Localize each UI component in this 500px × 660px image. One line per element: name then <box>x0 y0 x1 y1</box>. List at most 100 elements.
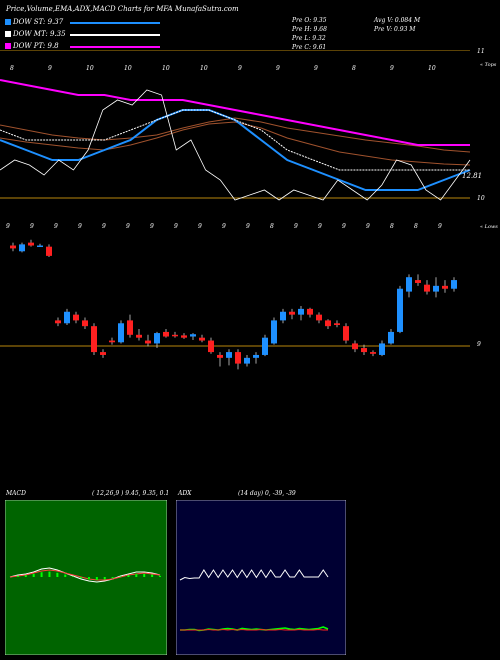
top-mark: 10 <box>86 65 94 72</box>
candle-body <box>208 340 214 353</box>
top-mark: 10 <box>162 65 170 72</box>
candle-body <box>136 334 142 338</box>
low-mark: 8 <box>390 223 394 230</box>
candle-body <box>118 323 124 343</box>
low-mark: 9 <box>6 223 10 230</box>
candle-body <box>73 314 79 321</box>
candle-body <box>361 348 367 353</box>
candle-body <box>316 314 322 321</box>
candle-body <box>190 334 196 337</box>
candle-body <box>424 284 430 292</box>
top-mark: 10 <box>428 65 436 72</box>
candle-body <box>163 331 169 337</box>
low-mark: 9 <box>174 223 178 230</box>
ema-brown-line <box>0 117 471 153</box>
candle-body <box>433 285 439 292</box>
candle-body <box>91 326 97 353</box>
legend-line <box>70 22 160 24</box>
prev-volume-stat: Pre V: 0.93 M <box>374 26 416 33</box>
macd-panel <box>5 500 167 655</box>
candle-body <box>352 343 358 350</box>
candle-body <box>325 320 331 327</box>
candle-body <box>46 246 52 256</box>
adx-line <box>180 628 328 631</box>
macd-params: ( 12,26,9 ) 9.45, 9.35, 0.1 <box>92 490 170 497</box>
macd-background <box>5 500 167 655</box>
macd-line <box>9 567 161 583</box>
candle-body <box>199 337 205 341</box>
macd-title: MACD <box>6 490 26 497</box>
low-mark: 9 <box>366 223 370 230</box>
ema-line-dow-mt <box>0 109 470 171</box>
lows-label: « Lows <box>480 224 498 230</box>
top-mark: 8 <box>352 65 356 72</box>
prev-close-stat: Pre C: 9.61 <box>292 44 327 51</box>
ema-brown-line <box>0 121 471 166</box>
candle-body <box>37 245 43 248</box>
candle-body <box>100 352 106 355</box>
candle-body <box>415 280 421 283</box>
adx-params: (14 day) 0, -39, -39 <box>238 490 296 497</box>
top-mark: 9 <box>314 65 318 72</box>
top-mark: 9 <box>238 65 242 72</box>
candle-body <box>334 323 340 326</box>
low-mark: 8 <box>414 223 418 230</box>
ema-line-dow-pt <box>0 79 470 146</box>
candle-body <box>451 280 457 289</box>
chart-title: Price,Volume,EMA,ADX,MACD Charts for MFA… <box>6 5 239 13</box>
avg-volume-stat: Avg V: 0.084 M <box>374 17 421 24</box>
candle-body <box>172 334 178 337</box>
candle-body <box>28 242 34 246</box>
candle-body <box>154 333 160 344</box>
candle-axis-label: 9 <box>477 341 481 348</box>
candle-body <box>226 352 232 358</box>
candle-body <box>388 331 394 344</box>
top-mark: 9 <box>276 65 280 72</box>
legend-label: DOW PT: 9.8 <box>13 42 59 50</box>
adx-background <box>176 500 346 655</box>
low-mark: 9 <box>102 223 106 230</box>
candle-body <box>244 357 250 364</box>
candle-body <box>397 288 403 332</box>
candle-body <box>343 326 349 341</box>
legend-label: DOW MT: 9.35 <box>13 30 66 38</box>
legend-label: DOW ST: 9.37 <box>13 18 64 26</box>
candle-body <box>379 343 385 355</box>
low-mark: 9 <box>198 223 202 230</box>
tops-label: « Tops <box>480 62 497 68</box>
low-mark: 9 <box>222 223 226 230</box>
legend-line <box>70 34 160 36</box>
candle-body <box>406 277 412 292</box>
candle-body <box>55 320 61 324</box>
low-mark: 9 <box>246 223 250 230</box>
low-mark: 9 <box>126 223 130 230</box>
candle-body <box>64 311 70 324</box>
low-mark: 9 <box>78 223 82 230</box>
candle-body <box>370 352 376 354</box>
candle-body <box>181 335 187 338</box>
candle-body <box>145 340 151 344</box>
axis-top-label: 11 <box>477 48 485 55</box>
candle-body <box>253 354 259 358</box>
low-mark: 9 <box>30 223 34 230</box>
prev-open-stat: Pre O: 9.35 <box>292 17 327 24</box>
macd-line <box>9 569 161 581</box>
top-mark: 9 <box>390 65 394 72</box>
legend-item: DOW MT: 9.35 <box>5 30 160 40</box>
low-mark: 9 <box>438 223 442 230</box>
legend-swatch <box>5 31 11 37</box>
prev-low-stat: Pre L: 9.32 <box>292 35 326 42</box>
adx-title: ADX <box>178 490 192 497</box>
candle-body <box>289 311 295 315</box>
candle-body <box>262 337 268 355</box>
low-mark: 9 <box>150 223 154 230</box>
legend-item: DOW ST: 9.37 <box>5 18 160 28</box>
candle-body <box>19 244 25 252</box>
candle-panel: 9 9 9 9 9 9 9 9 9 9 9 8 9 9 9 9 8 8 9 <box>0 223 470 370</box>
ema-panel: 891010101099989109999999999999 <box>0 50 471 201</box>
legend-swatch <box>5 19 11 25</box>
low-mark: 9 <box>342 223 346 230</box>
top-mark: 9 <box>48 65 52 72</box>
candle-body <box>442 285 448 289</box>
candle-body <box>280 311 286 321</box>
